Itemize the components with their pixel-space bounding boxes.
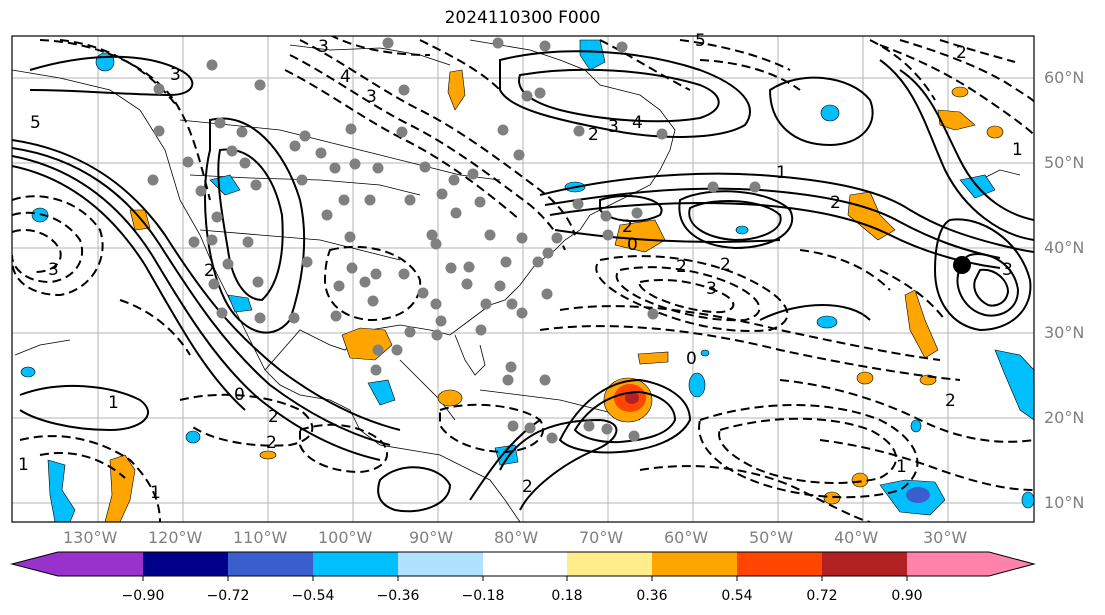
colorbar xyxy=(10,551,1036,581)
contour-label: 4 xyxy=(632,113,643,133)
lon-label: 100°W xyxy=(318,528,373,547)
contour-label: 0 xyxy=(627,235,638,255)
colorbar-tick-label: −0.54 xyxy=(291,588,335,604)
positive-contours xyxy=(12,50,1034,513)
contour-label: 2 xyxy=(268,407,279,427)
colorbar-extend-low xyxy=(12,552,58,576)
graticule xyxy=(12,36,1034,522)
lon-label: 110°W xyxy=(233,528,288,547)
lat-label: 30°N xyxy=(1044,323,1085,342)
lat-label: 60°N xyxy=(1044,68,1085,87)
coastlines xyxy=(12,39,1021,522)
colorbar-tick-label: −0.72 xyxy=(206,588,250,604)
contour-label: 2 xyxy=(622,217,633,237)
contour-label: 1 xyxy=(150,483,161,503)
storm-center-marker-icon xyxy=(953,256,971,274)
negative-anomaly-fills xyxy=(20,39,1034,522)
contour-label: 1 xyxy=(776,163,787,183)
colorbar-tick-label: 0.54 xyxy=(721,588,753,604)
contour-label: 3 xyxy=(1002,260,1013,280)
colorbar-tick-label: −0.36 xyxy=(376,588,420,604)
map-title: 2024110300 F000 xyxy=(444,8,601,28)
lat-label: 50°N xyxy=(1044,153,1085,172)
lat-label: 40°N xyxy=(1044,238,1085,257)
colorbar-tick-label: −0.90 xyxy=(121,588,165,604)
contour-label: 3 xyxy=(608,117,619,137)
contour-label: 1 xyxy=(18,455,29,475)
contour-label: 2 xyxy=(522,477,533,497)
lon-label: 40°W xyxy=(834,528,879,547)
lon-label: 70°W xyxy=(579,528,624,547)
contour-label: 2 xyxy=(945,391,956,411)
colorbar-tick-label: −0.18 xyxy=(461,588,505,604)
lon-label: 120°W xyxy=(148,528,203,547)
contour-label: 2 xyxy=(720,255,731,275)
contour-label: 3 xyxy=(170,65,181,85)
colorbar-tick-label: 0.18 xyxy=(551,588,583,604)
negative-contours xyxy=(12,36,1034,522)
contour-label: 3 xyxy=(318,37,329,57)
lat-label: 10°N xyxy=(1044,493,1085,512)
contour-label: 3 xyxy=(366,87,377,107)
lon-label: 50°W xyxy=(749,528,794,547)
contour-label: 2 xyxy=(266,433,277,453)
contour-label: 3 xyxy=(706,279,717,299)
contour-label: 5 xyxy=(30,113,41,133)
contour-label: 1 xyxy=(108,393,119,413)
colorbar-tick-label: 0.36 xyxy=(636,588,668,604)
positive-anomaly-fills xyxy=(104,69,1004,522)
contour-label: 2 xyxy=(956,43,967,63)
lon-label: 60°W xyxy=(664,528,709,547)
colorbar-extend-high xyxy=(989,552,1034,576)
contour-label: 2 xyxy=(204,261,215,281)
contour-label: 0 xyxy=(686,349,697,369)
contour-label: 0 xyxy=(234,385,245,405)
contour-label: 2 xyxy=(588,125,599,145)
colorbar-tick-label: 0.72 xyxy=(806,588,838,604)
lon-label: 30°W xyxy=(923,528,968,547)
colorbar-tick-label: 0.90 xyxy=(891,588,923,604)
lat-label: 20°N xyxy=(1044,408,1085,427)
contour-label: 5 xyxy=(695,31,706,51)
contour-label: 3 xyxy=(48,260,59,280)
lon-label: 90°W xyxy=(409,528,454,547)
contour-label: 4 xyxy=(340,67,351,87)
contour-label: 1 xyxy=(896,457,907,477)
contour-label: 1 xyxy=(1012,140,1023,160)
contour-label: 2 xyxy=(830,193,841,213)
lon-label: 80°W xyxy=(494,528,539,547)
lon-label: 130°W xyxy=(63,528,118,547)
map-frame xyxy=(11,35,1035,523)
station-dots xyxy=(147,37,761,444)
contour-label: 2 xyxy=(676,257,687,277)
contour-labels: 3 4 3 5 3 2 3 4 5 1 2 2 1 2 0 2 2 3 2 0 … xyxy=(18,31,1023,503)
